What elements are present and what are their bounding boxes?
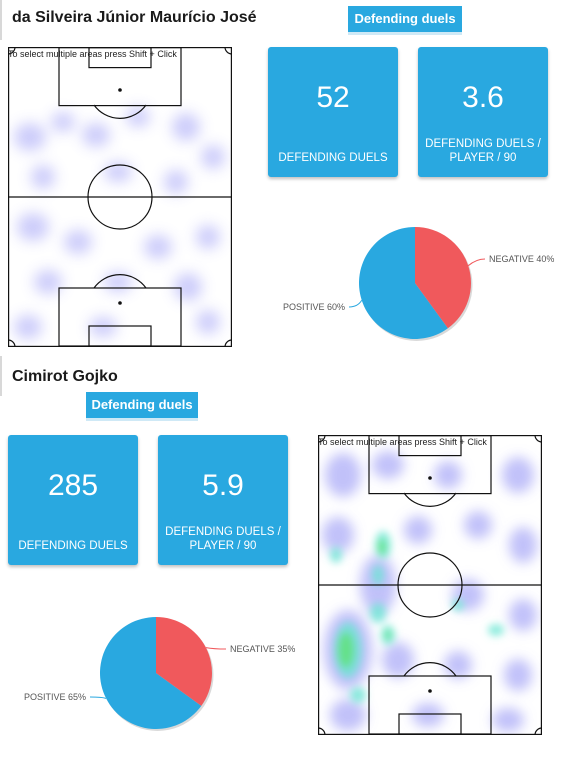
stat-label: DEFENDING DUELS [18,540,128,552]
stat-card-total: 52 DEFENDING DUELS [268,47,398,177]
pie-slice-negative[interactable] [415,227,471,329]
pitch-hint-text: To select multiple areas press Shift + C… [318,437,487,447]
duels-pie-chart: NEGATIVE 35% POSITIVE 65% [10,608,310,738]
pitch-svg [317,434,543,736]
player-name: Cimirot Gojko [12,368,118,385]
tab-defending-duels[interactable]: Defending duels [348,6,462,35]
pie-leader-negative [205,647,227,650]
stat-card-total: 285 DEFENDING DUELS [8,435,138,565]
pitch-lines [7,46,233,348]
pitch-lines [317,434,543,736]
tab-defending-duels[interactable]: Defending duels [86,392,198,421]
pie-label-positive: POSITIVE 60% [283,302,345,312]
pitch-svg [7,46,233,348]
stat-value: 285 [47,469,99,502]
player-name: da Silveira Júnior Maurício José [12,9,257,26]
pitch-heatmap[interactable]: To select multiple areas press Shift + C… [317,434,543,736]
section-divider [0,356,2,396]
stat-card-per90: 5.9 DEFENDING DUELS / PLAYER / 90 [158,435,288,565]
stat-value: 3.6 [462,81,504,114]
stat-label: DEFENDING DUELS / PLAYER / 90 [165,526,281,552]
stat-card-per90: 3.6 DEFENDING DUELS / PLAYER / 90 [418,47,548,177]
pie-leader-negative [467,258,486,267]
stat-value: 5.9 [202,469,244,502]
pie-leader-positive [348,300,363,308]
pie-slice-negative[interactable] [156,617,213,706]
section-divider [0,0,2,40]
pie-leader-positive [89,696,107,699]
stat-label: DEFENDING DUELS / PLAYER / 90 [425,138,541,164]
stat-value: 52 [316,81,350,114]
pitch-heatmap[interactable]: To select multiple areas press Shift + C… [7,46,233,348]
duels-pie-chart: NEGATIVE 40% POSITIVE 60% [270,220,570,350]
pie-label-positive: POSITIVE 65% [24,692,86,702]
pie-slice-positive[interactable] [100,617,202,729]
pitch-hint-text: To select multiple areas press Shift + C… [8,49,177,59]
pie-slice-positive[interactable] [359,227,448,339]
pie-label-negative: NEGATIVE 35% [230,644,295,654]
stat-label: DEFENDING DUELS [278,152,388,164]
heatmap-layer [322,451,537,732]
heatmap-layer [14,107,225,339]
pie-label-negative: NEGATIVE 40% [489,254,554,264]
